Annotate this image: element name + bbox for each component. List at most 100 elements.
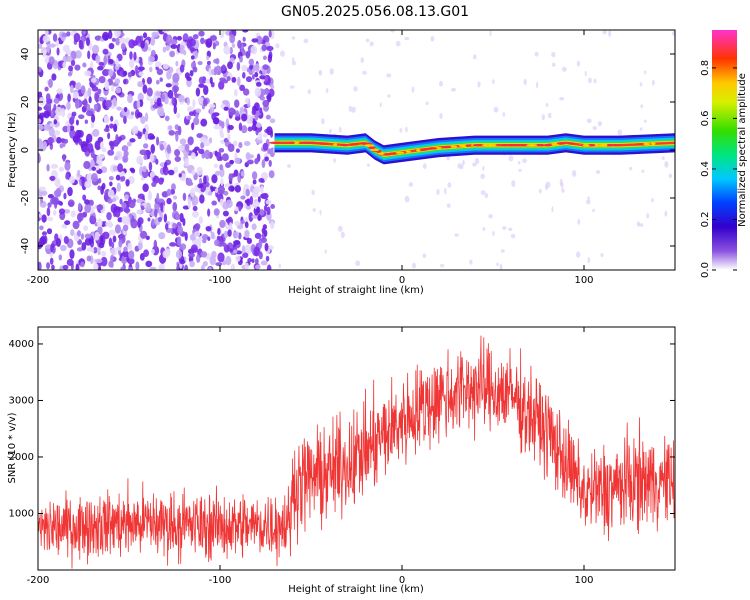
noise-blob [162,166,167,173]
noise-blob [264,156,269,162]
noise-speck [595,170,601,174]
noise-blob [166,197,172,205]
noise-speck [278,263,281,269]
noise-blob [115,37,121,46]
noise-blob [226,76,231,82]
noise-speck [518,168,522,172]
x-tick-label: -100 [209,575,232,586]
noise-speck [668,173,673,179]
noise-blob [108,229,116,236]
noise-blob [169,242,177,247]
noise-blob [45,93,51,102]
x-tick-label: 100 [574,575,593,586]
snr-y-label: SNR (10 * v/v) [7,412,18,483]
noise-blob [100,256,108,267]
noise-blob [222,242,227,248]
colorbar-tick-label: 0.0 [700,262,711,278]
noise-blob [98,75,106,84]
noise-blob [109,181,113,187]
noise-blob [159,143,165,151]
noise-blob [262,99,270,107]
noise-blob [229,248,234,253]
noise-blob [155,158,159,165]
noise-blob [179,243,187,251]
noise-blob [176,113,181,119]
noise-speck [404,195,410,203]
snr-frame [37,326,676,571]
noise-blob [83,160,91,170]
noise-blob [229,34,236,44]
noise-blob [90,77,97,83]
noise-blob [137,209,142,215]
noise-blob [38,118,42,124]
noise-blob [242,88,250,96]
noise-blob [242,252,249,259]
noise-speck [275,43,280,49]
noise-speck [395,40,401,47]
noise-blob [38,153,41,163]
noise-blob [40,235,47,246]
noise-blob [96,218,103,228]
noise-blob [223,190,229,196]
ridge-peak [383,153,391,156]
noise-blob [239,84,246,92]
x-tick-label: 0 [399,275,405,286]
noise-blob [114,30,121,38]
noise-blob [189,38,196,47]
noise-blob [111,37,116,42]
noise-blob [160,202,164,212]
noise-blob [248,58,255,66]
noise-blob [254,232,262,239]
noise-blob [149,152,155,162]
noise-blob [127,71,133,78]
noise-blob [125,179,130,187]
noise-blob [203,139,211,147]
noise-blob [187,198,192,209]
noise-blob [245,204,252,210]
noise-speck [422,163,427,170]
noise-blob [209,256,216,266]
noise-blob [262,192,269,200]
noise-blob [178,173,182,178]
noise-blob [84,199,90,205]
noise-blob [83,98,88,108]
noise-blob [150,248,155,254]
noise-blob [114,78,121,85]
noise-speck [360,57,365,63]
noise-speck [422,253,427,259]
noise-speck [446,203,451,208]
noise-speck [489,30,492,37]
noise-blob [243,140,251,146]
noise-blob [147,217,151,222]
noise-blob [51,196,59,205]
noise-blob [110,141,115,151]
noise-blob [75,263,80,270]
noise-speck [365,38,370,43]
noise-blob [269,118,276,124]
noise-blob [244,98,249,104]
noise-blob [200,264,205,270]
noise-blob [108,58,114,65]
noise-speck [571,170,577,177]
noise-blob [221,121,225,129]
noise-blob [251,258,255,263]
noise-blob [158,232,166,240]
noise-blob [55,106,63,116]
noise-blob [74,82,80,90]
noise-blob [189,260,195,268]
noise-blob [102,31,110,41]
noise-blob [107,198,113,204]
noise-blob [146,76,153,85]
noise-speck [639,82,643,87]
noise-blob [258,131,263,140]
noise-speck [444,187,447,195]
noise-blob [72,220,80,230]
noise-blob [238,142,243,149]
noise-blob [41,231,48,236]
noise-blob [151,31,159,38]
noise-blob [114,224,121,234]
noise-speck [319,209,322,216]
noise-blob [82,62,87,68]
noise-blob [48,56,55,65]
noise-blob [106,211,112,221]
